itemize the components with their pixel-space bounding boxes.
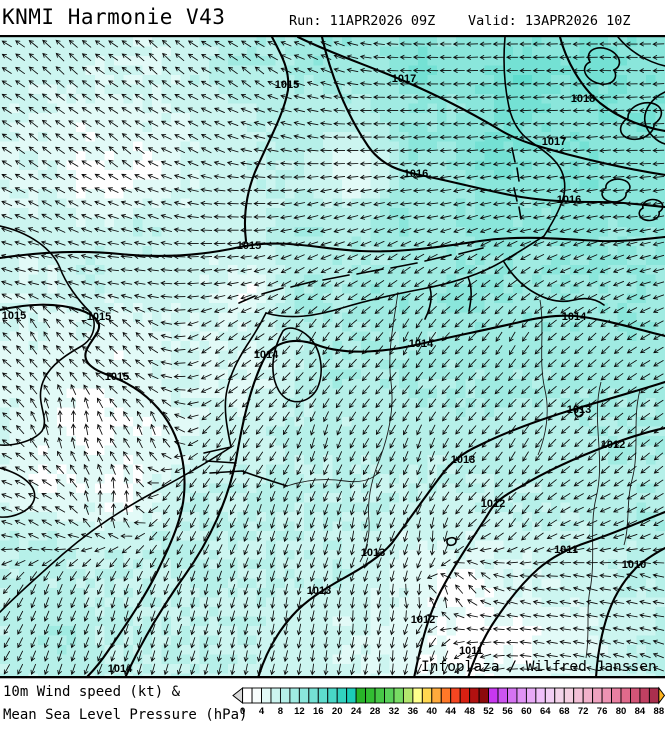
pressure-label: 1017	[542, 136, 566, 148]
pressure-label: 1014	[409, 338, 434, 350]
pressure-label: 1014	[108, 663, 133, 675]
pressure-label: 1011	[554, 544, 578, 556]
colorbar-tick: 20	[332, 706, 343, 717]
colorbar-tick: 0	[240, 706, 245, 717]
colorbar-tick: 76	[597, 706, 608, 717]
pressure-label: 1013	[307, 585, 331, 597]
colorbar-tick: 12	[294, 706, 305, 717]
wind-speed-colorbar: 0 4 8 12 16 20 24 28 32 36 40 44 48 52 56 60 64 68 72 76 80 8…	[232, 686, 665, 717]
pressure-label: 1015	[275, 79, 299, 91]
colorbar-tick: 80	[616, 706, 627, 717]
pressure-label: 1012	[411, 614, 435, 626]
valid-label: Valid: 13APR2026 10Z	[468, 13, 631, 29]
colorbar-tick: 68	[559, 706, 570, 717]
colorbar-tick: 72	[578, 706, 589, 717]
run-label: Run: 11APR2026 09Z	[289, 13, 436, 29]
pressure-label: 1015	[2, 310, 26, 322]
pressure-label: 1014	[254, 349, 279, 361]
pressure-label: 1013	[567, 404, 591, 416]
colorbar-tick: 16	[313, 706, 324, 717]
pressure-label: 1013	[361, 547, 385, 559]
colorbar-tick: 64	[540, 706, 551, 717]
colorbar-tick: 24	[351, 706, 362, 717]
colorbar-tick: 32	[389, 706, 400, 717]
colorbar-tick: 52	[483, 706, 494, 717]
colorbar-tick: 4	[259, 706, 265, 717]
pressure-label: 1012	[481, 498, 505, 510]
pressure-label: 1011	[459, 645, 483, 657]
pressure-label: 1016	[404, 168, 428, 180]
colorbar-tick: 28	[370, 706, 381, 717]
colorbar-tick: 36	[408, 706, 419, 717]
pressure-label: 1014	[562, 311, 587, 323]
colorbar-tick: 8	[278, 706, 283, 717]
pressure-label: 1013	[451, 454, 475, 466]
pressure-label: 1015	[105, 371, 129, 383]
pressure-label: 1018	[571, 93, 595, 105]
pressure-label: 1015	[87, 311, 111, 323]
colorbar-tick: 56	[502, 706, 513, 717]
colorbar-tick: 44	[445, 706, 456, 717]
pressure-label: 1010	[622, 559, 646, 571]
colorbar-tick: 48	[464, 706, 475, 717]
colorbar-tick: 84	[635, 706, 646, 717]
pressure-label: 1012	[601, 439, 625, 451]
colorbar-tick: 88	[654, 706, 665, 717]
legend-line2: Mean Sea Level Pressure (hPa)	[3, 707, 248, 723]
legend-line1: 10m Wind speed (kt) &	[3, 684, 181, 700]
map-credit: Infoplaza / Wilfred Janssen	[421, 659, 657, 675]
pressure-label: 1015	[237, 240, 261, 252]
pressure-label: 1016	[557, 194, 581, 206]
pressure-label: 1017	[392, 73, 416, 85]
colorbar-tick: 40	[427, 706, 438, 717]
colorbar-tick: 60	[521, 706, 532, 717]
wind-arrow-field	[0, 39, 665, 676]
page-title: KNMI Harmonie V43	[2, 5, 226, 29]
